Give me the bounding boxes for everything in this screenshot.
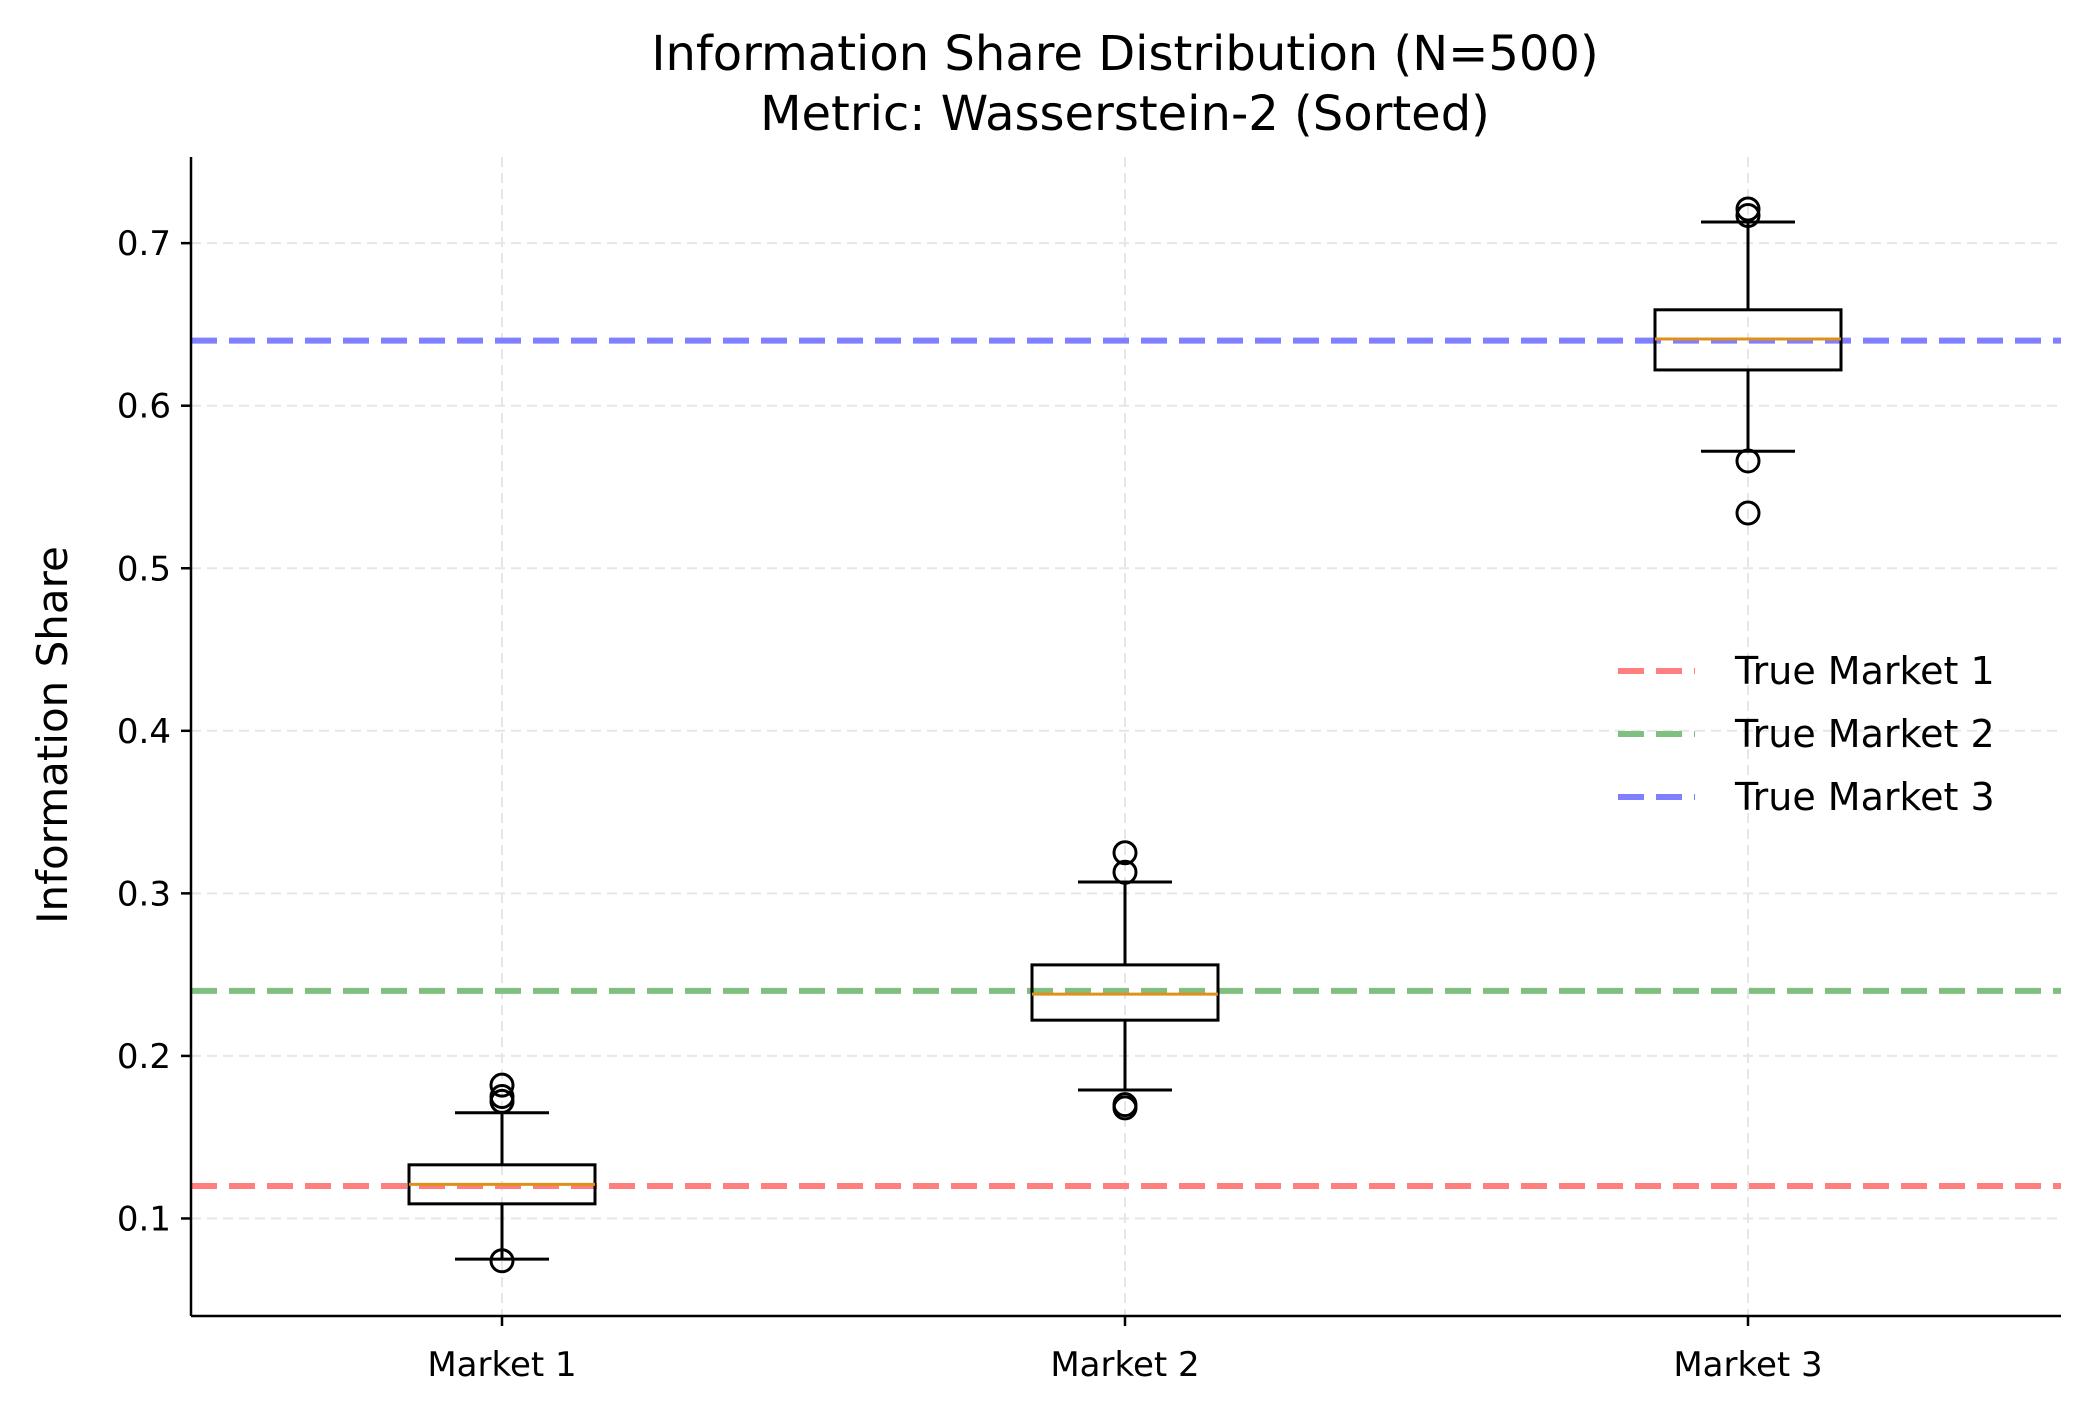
y-tick-label: 0.6 [117, 387, 171, 427]
iqr-box [1030, 963, 1220, 1022]
chart-subtitle: Metric: Wasserstein-2 (Sorted) [760, 86, 1490, 142]
y-tick-label: 0.5 [117, 549, 171, 589]
x-tick-label: Market 3 [1673, 1345, 1822, 1385]
box-layer [407, 196, 1843, 1274]
x-tick-label: Market 2 [1050, 1345, 1199, 1385]
y-tick-label: 0.4 [117, 712, 171, 752]
chart-title: Information Share Distribution (N=500) [651, 26, 1598, 82]
outlier-point [1735, 500, 1761, 526]
axes: 0.1 0.2 0.3 0.4 0.5 0.6 0.7 Market 1 Market 2 Mar… [117, 157, 2061, 1385]
y-tick-label: 0.2 [117, 1037, 171, 1077]
legend-item: True Market 2 [1618, 712, 1995, 756]
outlier-point [489, 1084, 515, 1110]
outlier-point [1735, 448, 1761, 474]
x-tick-label: Market 1 [427, 1345, 576, 1385]
y-axis-label: Information Share [28, 546, 77, 924]
legend-label: True Market 2 [1734, 712, 1995, 756]
legend-label: True Market 3 [1734, 775, 1995, 819]
y-tick-label: 0.7 [117, 224, 171, 264]
legend-item: True Market 1 [1618, 649, 1995, 693]
outlier-point [1112, 840, 1138, 866]
legend-label: True Market 1 [1734, 649, 1995, 693]
box-group [1653, 196, 1843, 526]
box-group [1030, 840, 1220, 1121]
outlier-point [1112, 859, 1138, 885]
outlier-point [489, 1248, 515, 1274]
outlier-point [1735, 203, 1761, 229]
legend-item: True Market 3 [1618, 775, 1995, 819]
outlier-point [1112, 1092, 1138, 1118]
y-tick-label: 0.1 [117, 1199, 171, 1239]
box-group [407, 1072, 597, 1274]
reference-lines [191, 337, 2061, 1189]
y-tick-label: 0.3 [117, 874, 171, 914]
outlier-point [489, 1072, 515, 1098]
legend: True Market 1 True Market 2 True Market 3 [1618, 649, 1995, 819]
grid-layer [191, 157, 2061, 1316]
outlier-point [1735, 196, 1761, 222]
